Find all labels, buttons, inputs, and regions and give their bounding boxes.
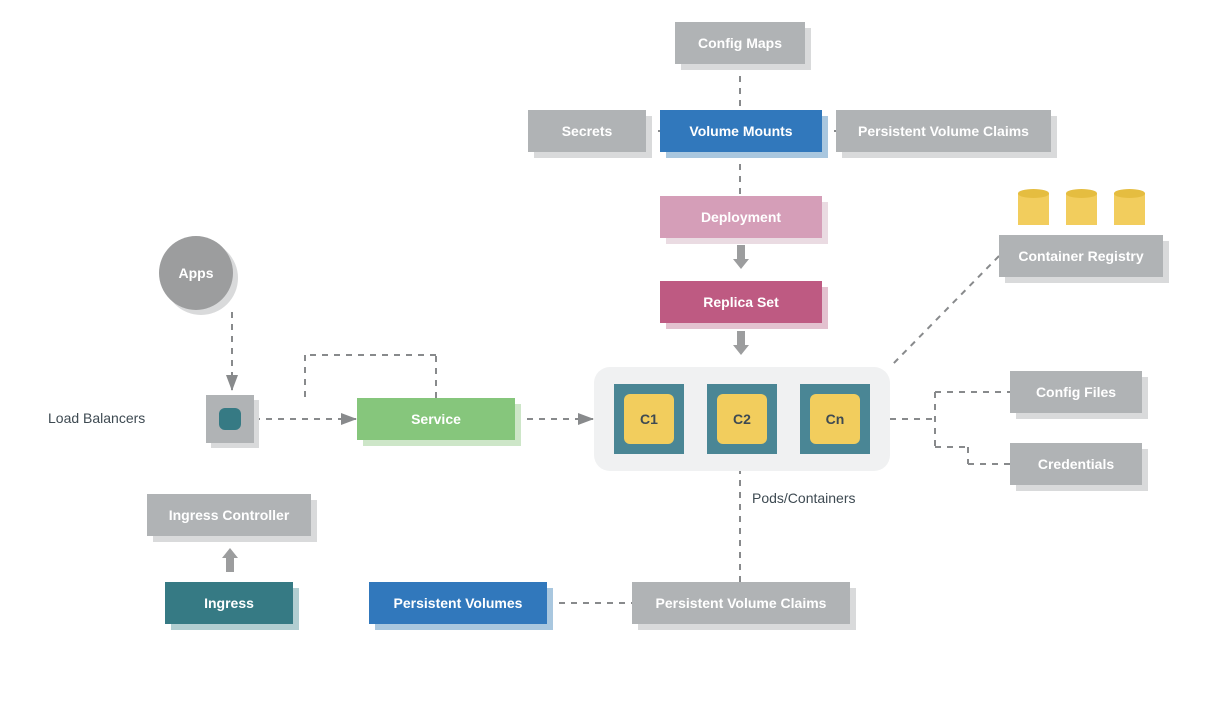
- node-service: Service: [357, 398, 515, 440]
- lb-inner: [219, 408, 241, 430]
- node-pvc_top: Persistent Volume Claims: [836, 110, 1051, 152]
- node-volume_mounts: Volume Mounts: [660, 110, 822, 152]
- cylinder-icon-1: [1066, 189, 1097, 225]
- node-config_files: Config Files: [1010, 371, 1142, 413]
- node-container_registry: Container Registry: [999, 235, 1163, 277]
- node-config_maps: Config Maps: [675, 22, 805, 64]
- load-balancers-label: Load Balancers: [48, 410, 145, 426]
- solid-arrow-2: [222, 548, 238, 572]
- pod-inner-1: C2: [717, 394, 767, 444]
- node-replica_set: Replica Set: [660, 281, 822, 323]
- cylinder-icon-0: [1018, 189, 1049, 225]
- node-ingress: Ingress: [165, 582, 293, 624]
- pod-inner-0: C1: [624, 394, 674, 444]
- edge-12: [890, 256, 999, 367]
- apps-circle: Apps: [159, 236, 233, 310]
- node-credentials: Credentials: [1010, 443, 1142, 485]
- node-deployment: Deployment: [660, 196, 822, 238]
- node-secrets: Secrets: [528, 110, 646, 152]
- solid-arrow-0: [733, 245, 749, 269]
- pods-label: Pods/Containers: [752, 490, 856, 506]
- cylinder-icon-2: [1114, 189, 1145, 225]
- node-persistent_volumes: Persistent Volumes: [369, 582, 547, 624]
- solid-arrow-1: [733, 331, 749, 355]
- pod-inner-2: Cn: [810, 394, 860, 444]
- diagram-stage: C1 C2 Cn Pods/Containers Config Maps Secrets V…: [0, 0, 1211, 702]
- node-ingress_controller: Ingress Controller: [147, 494, 311, 536]
- node-pvc_bottom: Persistent Volume Claims: [632, 582, 850, 624]
